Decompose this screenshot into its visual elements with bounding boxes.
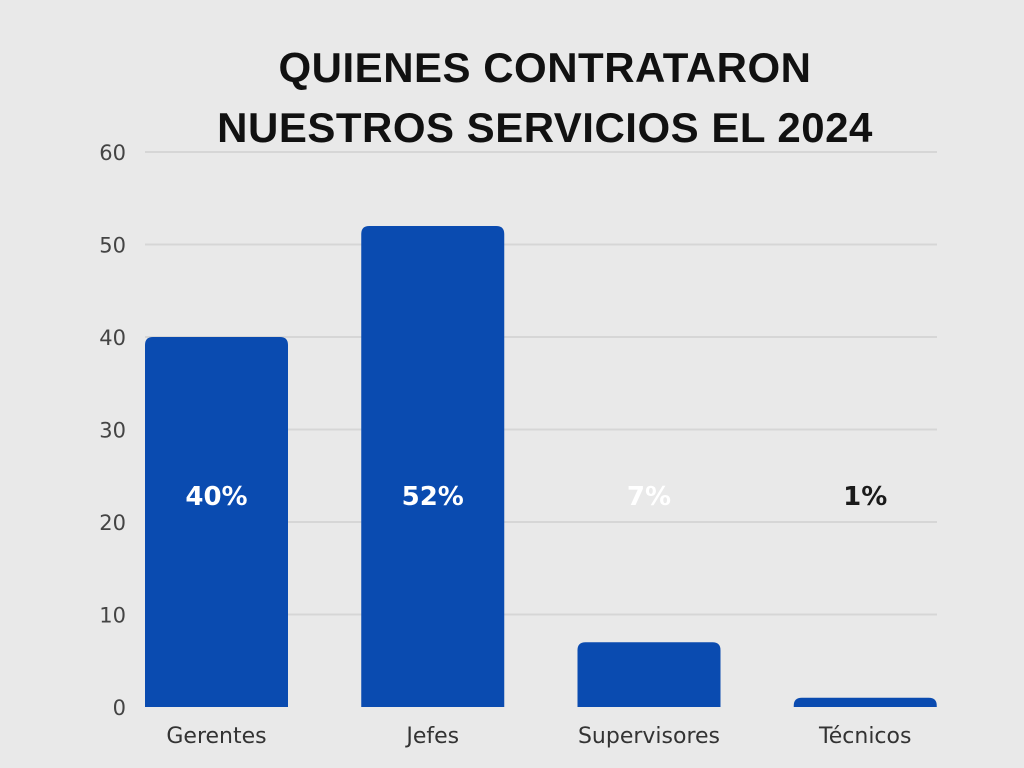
y-tick-label: 30	[99, 419, 126, 443]
x-tick-label: Gerentes	[166, 724, 266, 749]
y-tick-label: 50	[99, 234, 126, 258]
y-tick-label: 20	[99, 511, 126, 535]
data-label: 1%	[843, 482, 887, 512]
y-tick-label: 60	[99, 141, 126, 165]
chart-title-line-2: NUESTROS SERVICIOS EL 2024	[217, 104, 873, 151]
bar-jefes	[361, 226, 505, 707]
data-label: 40%	[185, 482, 247, 512]
bar-técnicos	[793, 697, 937, 707]
y-tick-label: 0	[113, 696, 126, 720]
bar-gerentes	[145, 337, 288, 707]
y-tick-label: 40	[99, 326, 126, 350]
chart-title-line-1: QUIENES CONTRATARON	[278, 44, 812, 91]
x-tick-label: Jefes	[404, 724, 459, 749]
bar-supervisores	[577, 642, 721, 707]
x-tick-label: Técnicos	[818, 724, 911, 749]
chart-title: QUIENES CONTRATARON NUESTROS SERVICIOS E…	[0, 38, 1024, 158]
x-tick-label: Supervisores	[578, 724, 720, 749]
data-label: 7%	[627, 482, 671, 512]
data-label: 52%	[402, 482, 464, 512]
y-tick-label: 10	[99, 604, 126, 628]
